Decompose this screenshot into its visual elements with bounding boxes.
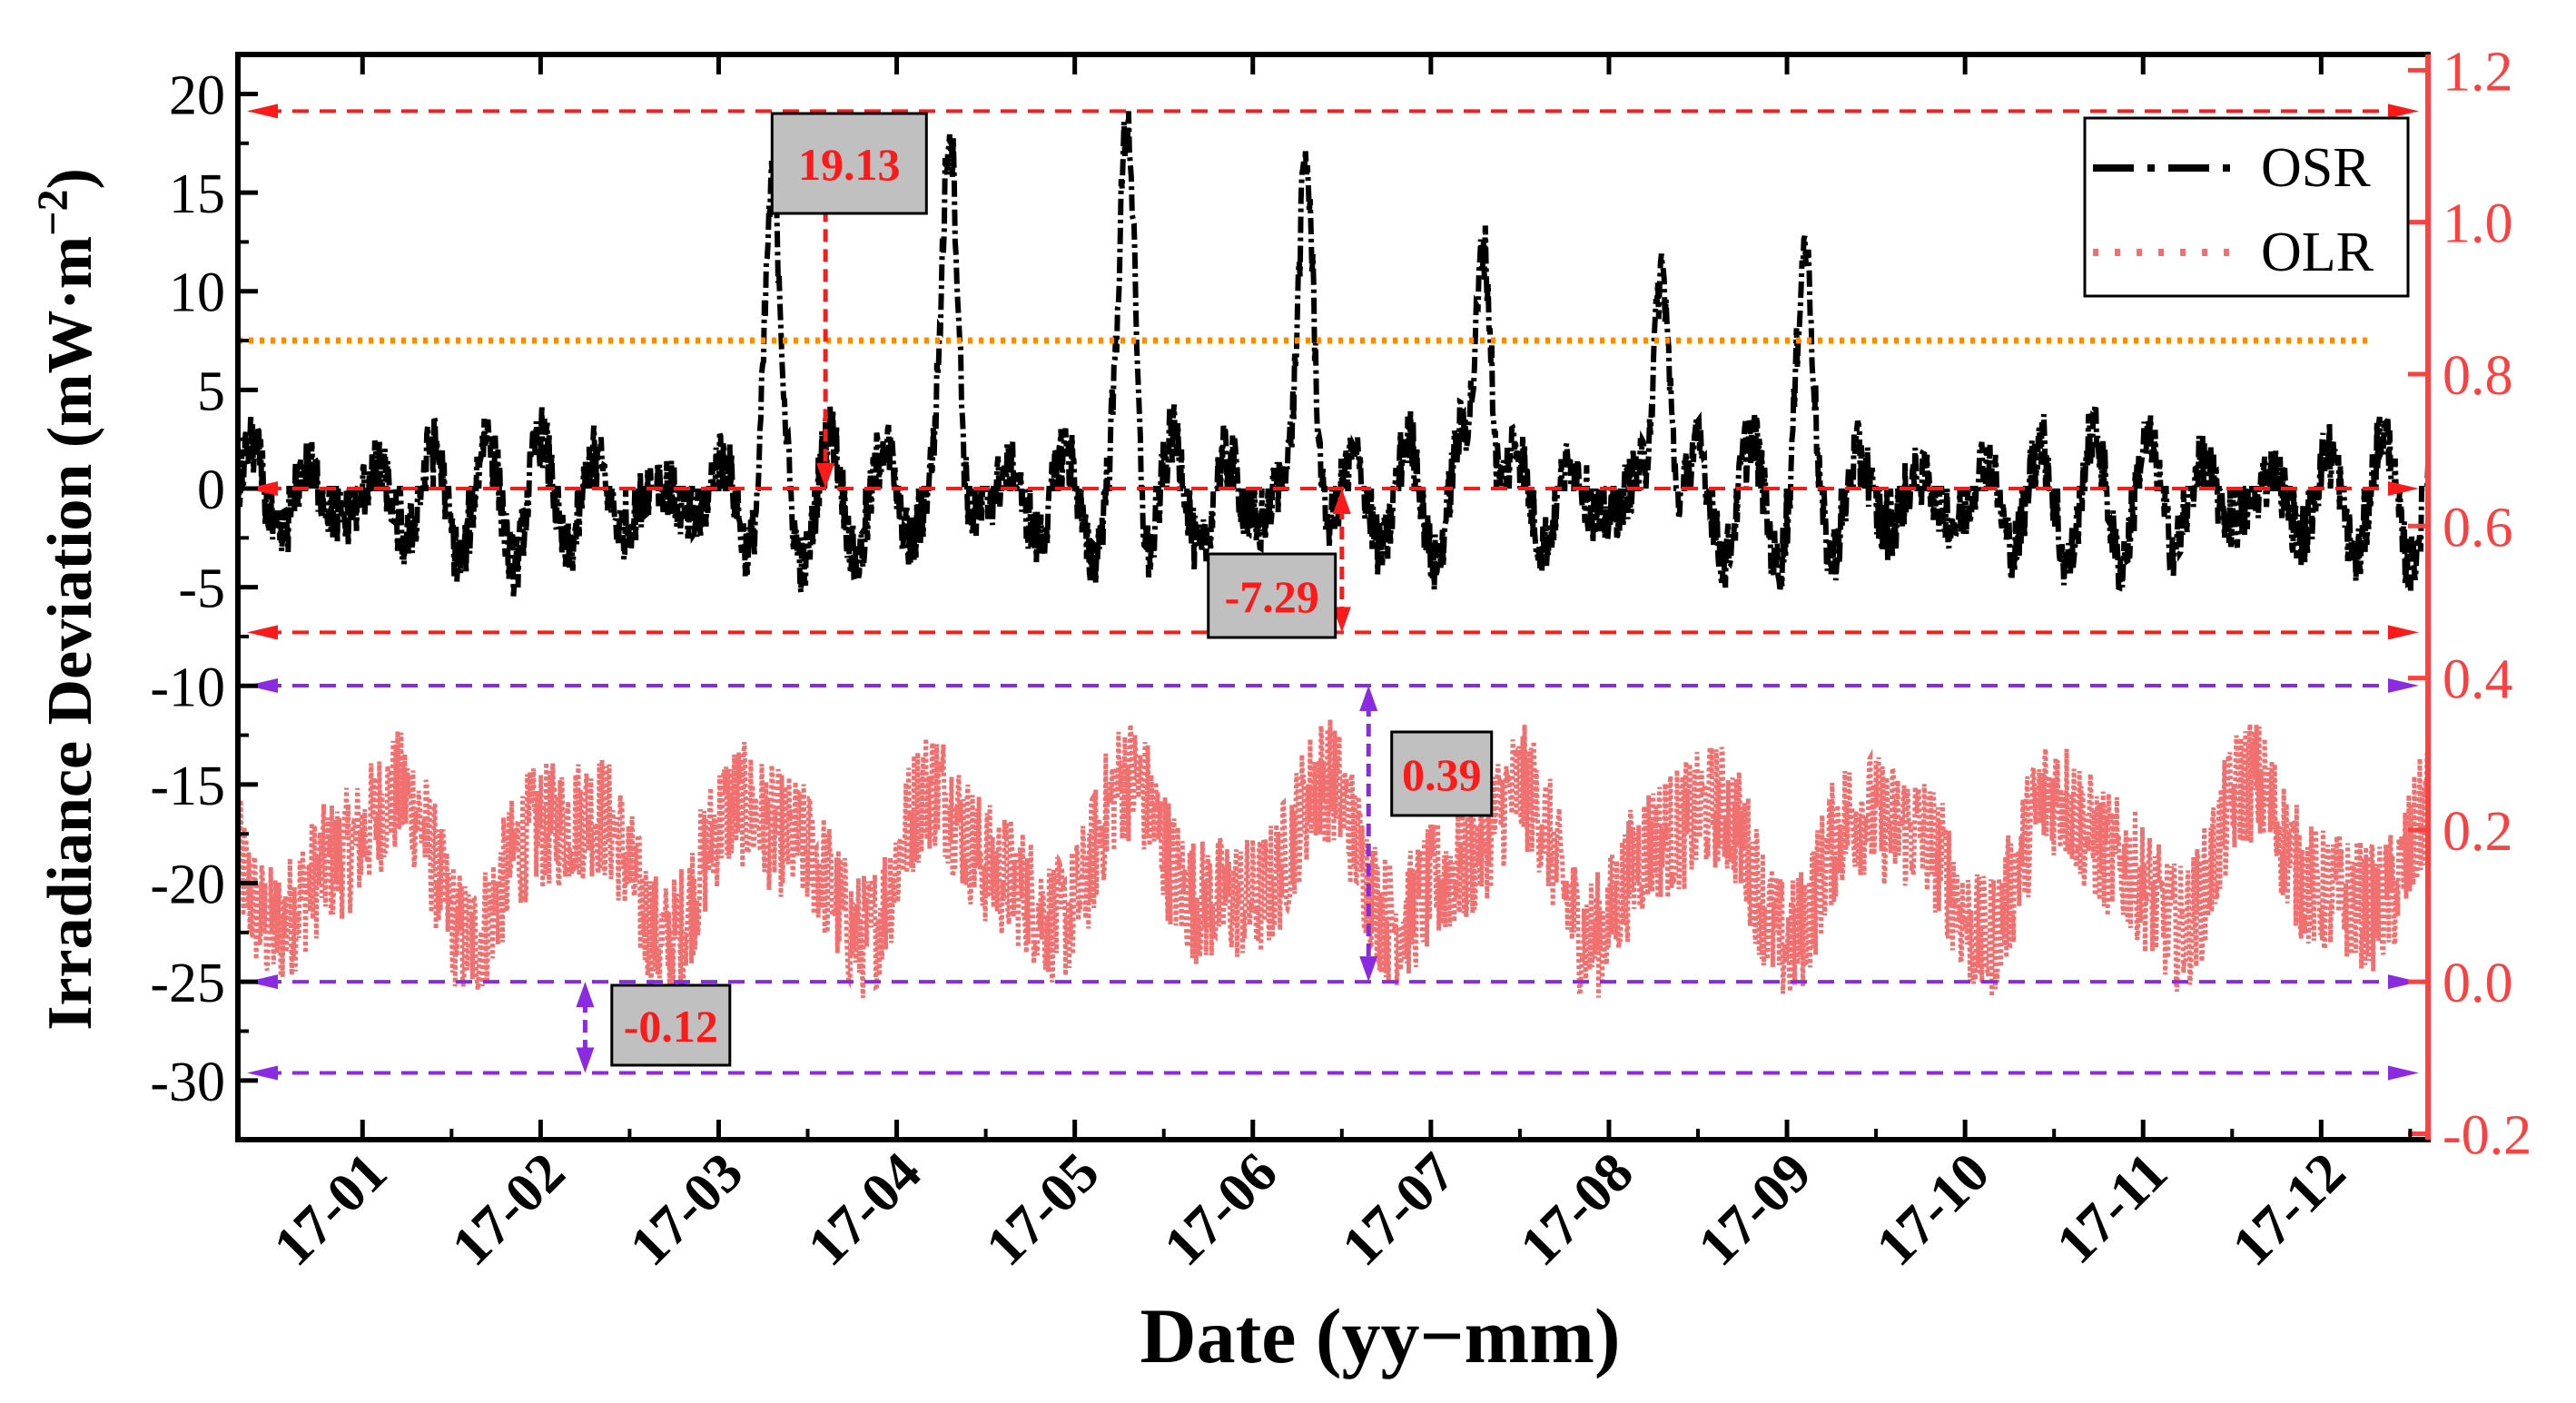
y-left-tick-label: -5 [178, 558, 225, 620]
x-axis-title: Date (yy−mm) [1140, 1292, 1621, 1379]
olr-reference-line-arrow-right [2388, 974, 2419, 990]
olr-min-arrow-head-top [576, 982, 595, 1008]
annotation-label: -7.29 [1225, 571, 1319, 622]
osr-reference-line-arrow-right [2388, 104, 2419, 119]
olr-reference-line-arrow-left [247, 974, 278, 990]
osr-reference-line-arrow-right [2388, 481, 2419, 496]
y-left-tick-label: -25 [150, 953, 225, 1014]
annotation-box [1207, 552, 1337, 639]
olr-max-arrow-head-top [1359, 685, 1378, 711]
osr-reference-line-arrow-left [247, 625, 278, 640]
y-axis-title-sup: −2 [29, 190, 77, 236]
y-right-tick-label: 0.6 [2443, 497, 2513, 558]
osr-max-arrow-head-bottom [816, 463, 835, 489]
olr-reference-line-arrow-right [2388, 677, 2419, 693]
y-right-tick-label: 0.0 [2443, 953, 2513, 1014]
annotation-label: -0.12 [624, 1001, 718, 1052]
olr-series-line [235, 719, 2431, 1001]
osr-reference-line-arrow-left [247, 481, 278, 496]
osr-reference-line-arrow-right [2388, 625, 2419, 640]
osr-series-line [235, 111, 2431, 597]
legend-box [2083, 116, 2410, 298]
annotation-label: 19.13 [798, 139, 901, 190]
y-axis-title: Irradiance Deviation (mW·m−2) [29, 168, 106, 1031]
legend-osr-label: OSR [2261, 137, 2371, 199]
olr-reference-line-arrow-left [247, 677, 278, 693]
y-right-tick-label: 1.2 [2443, 41, 2513, 103]
y-right-tick-label: -0.2 [2443, 1104, 2532, 1166]
y-axis-title-close: ) [35, 168, 105, 189]
annotation-box [770, 112, 928, 215]
osr-min-arrow-head-bottom [1332, 607, 1351, 633]
y-left-tick-label: 0 [197, 459, 225, 521]
legend-olr-label: OLR [2261, 222, 2374, 283]
y-left-tick-label: 5 [197, 361, 225, 422]
y-right-tick-label: 1.0 [2443, 193, 2513, 255]
annotation-label: 0.39 [1402, 749, 1482, 800]
y-axis-title-main: Irradiance Deviation (mW·m [35, 236, 105, 1031]
y-left-tick-label: -30 [150, 1052, 225, 1113]
olr-reference-line-arrow-right [2388, 1065, 2419, 1081]
olr-reference-line-arrow-left [247, 1065, 278, 1081]
annotation-box [1390, 730, 1494, 817]
y-right-tick-label: 0.8 [2443, 345, 2513, 407]
y-left-tick-label: -15 [150, 756, 225, 817]
legend: OSR OLR [2083, 116, 2410, 298]
y-left-tick-label: -10 [150, 657, 225, 718]
y-left-tick-label: -20 [150, 855, 225, 916]
y-right-tick-label: 0.2 [2443, 801, 2513, 863]
y-left-tick-label: 10 [169, 262, 225, 324]
annotation-box [610, 983, 732, 1067]
osr-reference-line-arrow-left [247, 104, 278, 119]
y-left-tick-label: 20 [169, 64, 225, 126]
olr-max-arrow-head-bottom [1359, 956, 1378, 983]
y-left-tick-label: 15 [169, 163, 225, 225]
osr-min-arrow-head-top [1332, 489, 1351, 514]
olr-min-arrow-head-bottom [576, 1047, 595, 1073]
y-right-tick-label: 0.4 [2443, 649, 2513, 711]
